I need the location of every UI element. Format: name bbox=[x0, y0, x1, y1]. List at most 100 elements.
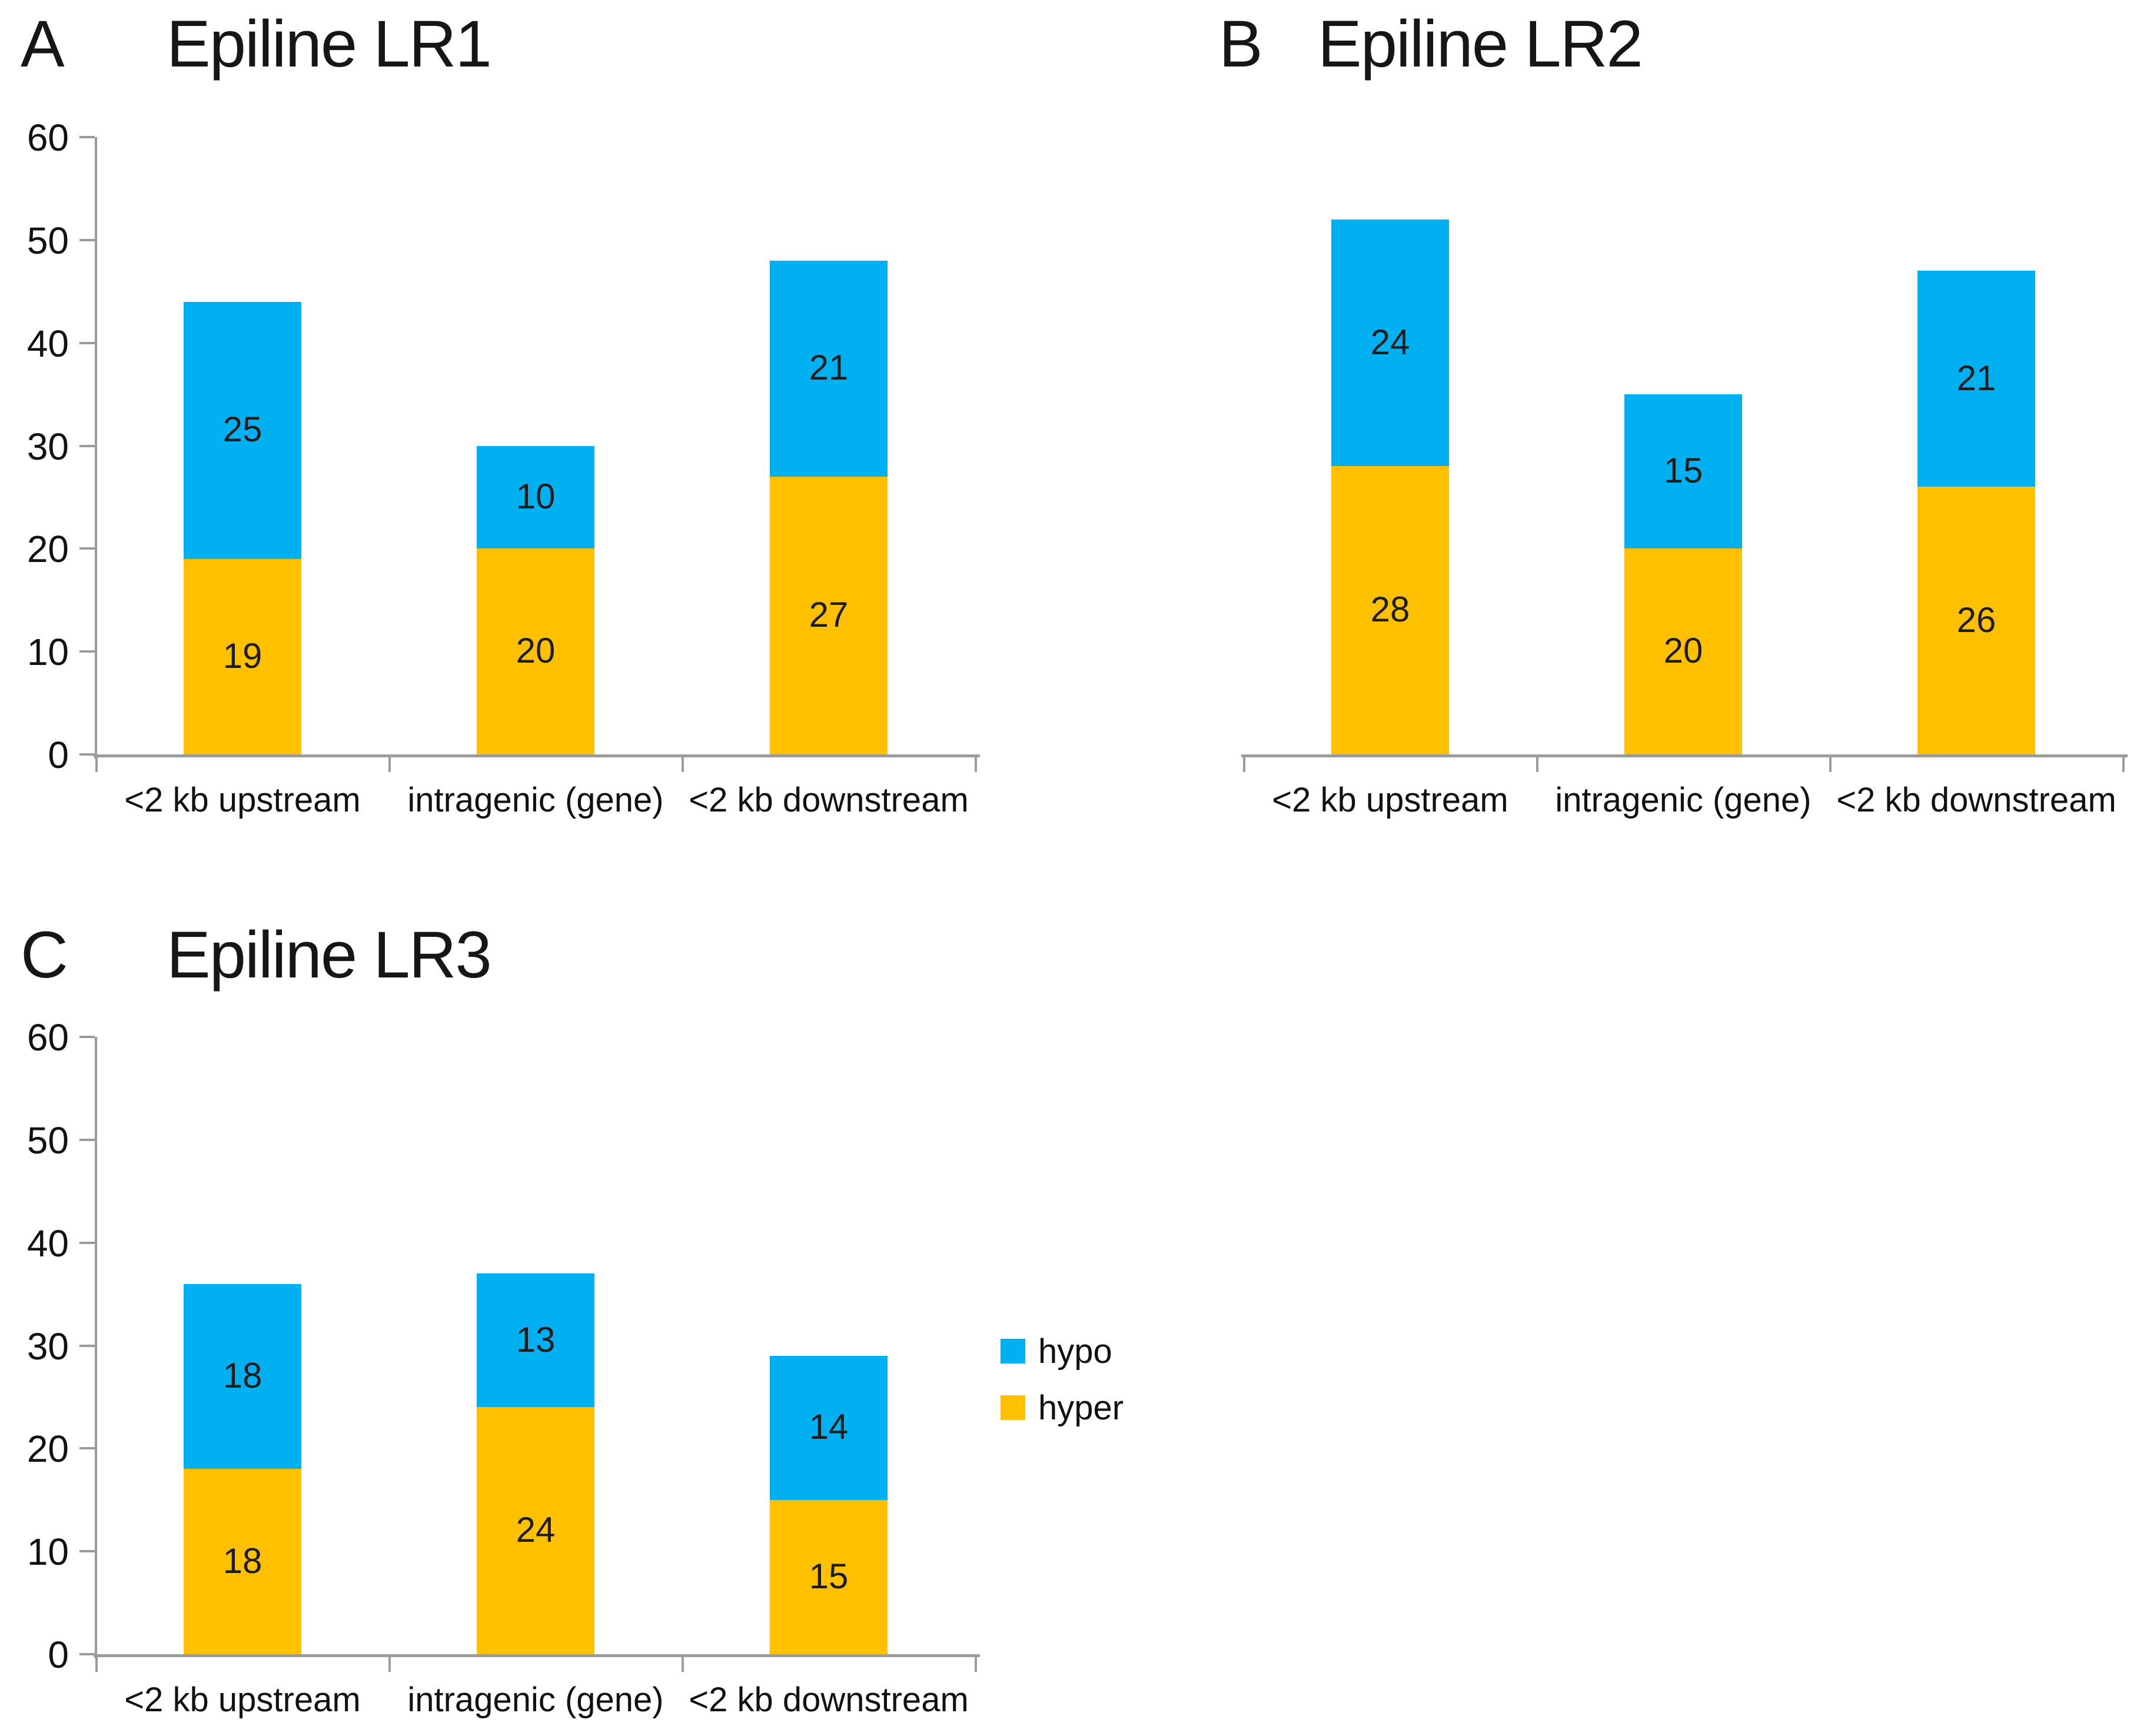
y-tick bbox=[79, 238, 95, 241]
y-tick-label: 10 bbox=[26, 631, 69, 674]
bar-value-label-hyper: 26 bbox=[1956, 600, 1996, 640]
legend-item-hyper: hyper bbox=[1001, 1379, 1124, 1436]
y-tick bbox=[79, 1447, 95, 1450]
x-axis-line bbox=[1241, 754, 2128, 757]
y-tick bbox=[79, 136, 95, 138]
legend-label-hyper: hyper bbox=[1038, 1388, 1124, 1427]
chart-panel-a: A Epiline LR1 0 10 20 30 40 50 60 <2 kb upstrea… bbox=[0, 0, 1059, 900]
bar-segment-hypo bbox=[184, 301, 301, 559]
bar-value-label-hyper: 27 bbox=[809, 594, 849, 634]
x-tick bbox=[1536, 754, 1538, 772]
chart-title-b: Epiline LR2 bbox=[1318, 7, 1643, 81]
x-tick bbox=[388, 1654, 391, 1672]
category-label: <2 kb downstream bbox=[689, 1681, 969, 1719]
bar-segment-hyper bbox=[477, 548, 594, 754]
y-tick bbox=[79, 1036, 95, 1038]
y-tick-label: 40 bbox=[26, 322, 69, 365]
y-axis-line bbox=[95, 1037, 97, 1659]
bar-value-label-hyper: 15 bbox=[809, 1556, 849, 1596]
bar-segment-hyper bbox=[1624, 548, 1742, 754]
y-tick-label: 10 bbox=[26, 1531, 69, 1574]
y-tick bbox=[79, 1653, 95, 1655]
chart-title-a: Epiline LR1 bbox=[167, 7, 492, 81]
y-tick bbox=[79, 547, 95, 550]
x-tick bbox=[682, 754, 684, 772]
x-tick bbox=[1243, 754, 1245, 772]
bar-value-label-hypo: 14 bbox=[809, 1407, 849, 1447]
panel-letter-a: A bbox=[21, 7, 65, 81]
y-tick bbox=[79, 753, 95, 756]
y-tick-label: 50 bbox=[26, 1119, 69, 1162]
bar-segment-hyper bbox=[1917, 487, 2035, 754]
y-tick-label: 60 bbox=[26, 117, 69, 159]
bar-segment-hypo bbox=[1917, 271, 2035, 487]
y-tick bbox=[79, 1241, 95, 1244]
y-tick bbox=[79, 650, 95, 653]
y-tick-label: 20 bbox=[26, 1428, 69, 1471]
y-tick-label: 0 bbox=[48, 734, 69, 776]
x-tick bbox=[95, 754, 98, 772]
bar-value-label-hyper: 18 bbox=[222, 1541, 262, 1581]
category-label: intragenic (gene) bbox=[407, 1681, 664, 1719]
bar-value-label-hyper: 20 bbox=[516, 631, 556, 671]
category-label: intragenic (gene) bbox=[407, 781, 664, 819]
legend-item-hypo: hypo bbox=[1001, 1323, 1124, 1379]
hypo-swatch-icon bbox=[1001, 1339, 1025, 1363]
bar-segment-hyper bbox=[184, 558, 301, 754]
y-tick bbox=[79, 1138, 95, 1141]
x-tick bbox=[975, 754, 977, 772]
bar-segment-hyper bbox=[184, 1469, 301, 1654]
bar-value-label-hypo: 24 bbox=[1370, 322, 1410, 362]
legend-label-hypo: hypo bbox=[1038, 1332, 1112, 1371]
bar-segment-hyper bbox=[477, 1407, 594, 1654]
x-tick bbox=[975, 1654, 977, 1672]
bar-segment-hypo bbox=[770, 260, 888, 477]
y-tick-label: 0 bbox=[48, 1634, 69, 1676]
y-tick bbox=[79, 1344, 95, 1347]
bar-value-label-hyper: 28 bbox=[1370, 590, 1410, 630]
plot-area-a: 0 10 20 30 40 50 60 <2 kb upstream intragenic (g… bbox=[27, 117, 980, 819]
category-label: intragenic (gene) bbox=[1555, 781, 1812, 819]
y-tick-label: 40 bbox=[26, 1222, 69, 1265]
bar-segment-hypo bbox=[1331, 219, 1449, 467]
x-tick bbox=[95, 1654, 98, 1672]
category-label: <2 kb upstream bbox=[124, 781, 361, 819]
bar-segment-hypo bbox=[1624, 394, 1742, 549]
chart-title-c: Epiline LR3 bbox=[167, 918, 492, 992]
x-tick bbox=[2122, 754, 2125, 772]
panel-letter-b: B bbox=[1219, 7, 1263, 81]
y-tick-label: 30 bbox=[26, 1325, 69, 1368]
legend: hypo hyper bbox=[1001, 1323, 1124, 1436]
bar-segment-hyper bbox=[770, 476, 888, 754]
category-label: <2 kb downstream bbox=[689, 781, 969, 819]
bar-segment-hypo bbox=[477, 1273, 594, 1408]
bar-value-label-hyper: 19 bbox=[222, 636, 262, 676]
panel-letter-c: C bbox=[21, 918, 68, 992]
bar-value-label-hypo: 18 bbox=[222, 1355, 262, 1395]
bar-value-label-hypo: 13 bbox=[516, 1319, 556, 1359]
plot-area-c: 0 10 20 30 40 50 60 <2 kb upstream intragenic (g… bbox=[27, 1016, 980, 1719]
bar-value-label-hyper: 20 bbox=[1663, 631, 1703, 671]
x-tick bbox=[388, 754, 391, 772]
x-tick bbox=[682, 1654, 684, 1672]
bar-segment-hyper bbox=[770, 1499, 888, 1654]
category-label: <2 kb upstream bbox=[124, 1681, 361, 1719]
bar-value-label-hypo: 21 bbox=[809, 348, 849, 388]
bar-segment-hypo bbox=[184, 1283, 301, 1469]
y-tick bbox=[79, 1550, 95, 1553]
y-tick-label: 30 bbox=[26, 425, 69, 468]
y-tick bbox=[79, 341, 95, 344]
y-axis-line bbox=[95, 137, 97, 759]
x-tick bbox=[1829, 754, 1832, 772]
bar-value-label-hypo: 15 bbox=[1663, 451, 1703, 491]
bar-value-label-hypo: 25 bbox=[222, 410, 262, 450]
y-tick-label: 50 bbox=[26, 219, 69, 262]
x-axis-line bbox=[94, 1654, 980, 1657]
x-axis-line bbox=[94, 754, 980, 757]
category-label: <2 kb downstream bbox=[1836, 781, 2116, 819]
y-tick-label: 20 bbox=[26, 528, 69, 571]
bar-segment-hypo bbox=[477, 445, 594, 549]
bar-segment-hyper bbox=[1331, 466, 1449, 754]
y-tick bbox=[79, 444, 95, 447]
